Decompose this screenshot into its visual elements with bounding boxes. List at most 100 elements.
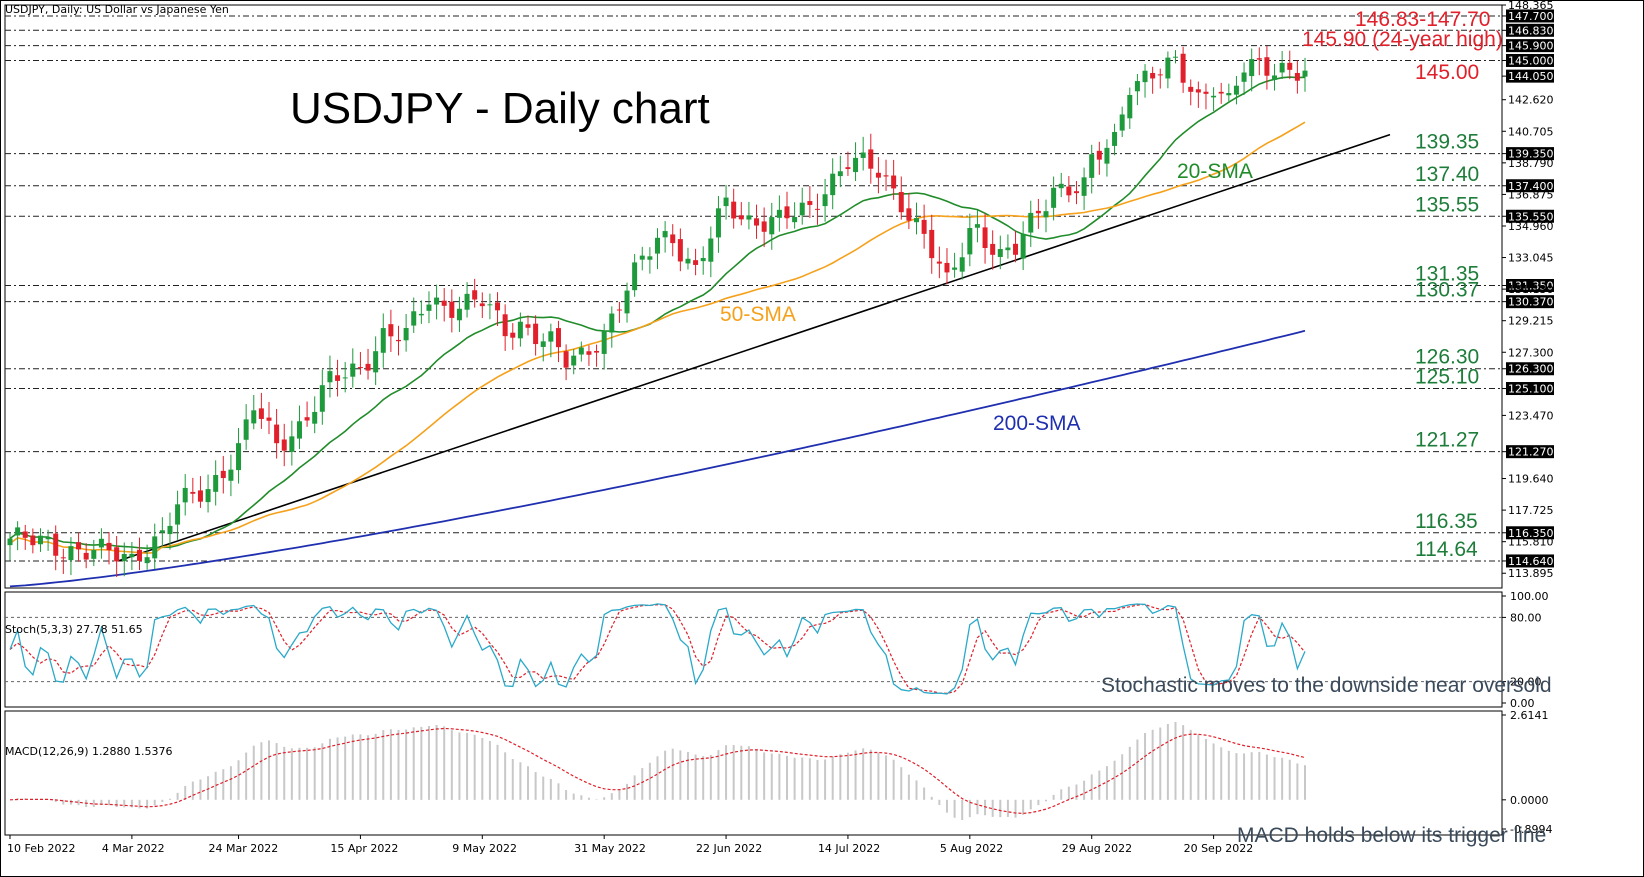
price-tick-label: 147.700 — [1508, 10, 1554, 23]
candle-body — [1287, 62, 1293, 70]
level-label: 145.90 (24-year high) — [1302, 28, 1503, 51]
candle-body — [1233, 85, 1239, 95]
candle-body — [327, 371, 333, 383]
candle-body — [1226, 93, 1232, 96]
candle-body — [914, 218, 919, 223]
candle-body — [7, 538, 13, 546]
candle-body — [228, 469, 234, 481]
price-tag — [1506, 209, 1554, 223]
candle-body — [1203, 91, 1209, 94]
candle-body — [1241, 72, 1247, 82]
candle-body — [510, 332, 516, 338]
candle-body — [487, 304, 493, 306]
date-tick-label: 31 May 2022 — [574, 842, 646, 855]
level-label: 125.10 — [1415, 366, 1479, 389]
candle-body — [1020, 233, 1026, 259]
candle-body — [1058, 183, 1064, 189]
candle-body — [586, 351, 592, 355]
date-tick-label: 10 Feb 2022 — [7, 842, 75, 855]
stochastic-pane — [4, 591, 1503, 708]
candle-body — [396, 339, 401, 342]
price-tag — [1506, 278, 1554, 292]
candle-body — [426, 304, 432, 311]
candle-body — [403, 327, 409, 341]
candle-body — [1256, 58, 1262, 60]
stoch-tick-label: 0.00 — [1510, 697, 1535, 710]
price-tag — [1506, 179, 1554, 193]
level-label: 130.37 — [1415, 279, 1479, 302]
price-tag — [1506, 53, 1554, 67]
candle-body — [670, 234, 676, 244]
candle-body — [1294, 72, 1300, 81]
candle-body — [1134, 81, 1140, 92]
price-tag — [1506, 69, 1554, 83]
level-label: 139.35 — [1415, 131, 1479, 154]
price-tick-label: 131.350 — [1508, 279, 1554, 292]
stochastic-title: Stoch(5,3,3) 27.78 51.65 — [5, 623, 143, 636]
price-tick-label: 116.350 — [1508, 527, 1554, 540]
price-tick-label: 138.790 — [1508, 157, 1554, 170]
candle-body — [1035, 210, 1041, 214]
macd-tick-label: 2.6141 — [1510, 709, 1549, 722]
candle-body — [723, 197, 729, 207]
candle-body — [776, 209, 782, 218]
candle-body — [98, 538, 104, 548]
price-tag — [1506, 362, 1554, 376]
price-tick-label: 117.725 — [1508, 504, 1554, 517]
candle-body — [68, 546, 74, 561]
candle-body — [997, 249, 1003, 257]
candle-body — [837, 171, 843, 177]
price-tick-label: 140.705 — [1508, 125, 1554, 138]
candle-body — [335, 375, 341, 381]
price-tick-label: 131.130 — [1508, 283, 1554, 296]
price-tag — [1506, 295, 1554, 309]
candle-body — [609, 313, 615, 333]
candle-body — [517, 321, 523, 339]
chart-title: USDJPY - Daily chart — [290, 84, 710, 133]
price-tag — [1506, 445, 1554, 459]
candle-body — [312, 411, 318, 424]
candle-body — [304, 417, 310, 421]
sma200-label: 200-SMA — [993, 412, 1081, 435]
macd-signal-line — [9, 727, 1306, 815]
candle-body — [571, 355, 577, 366]
candle-body — [578, 347, 584, 355]
candle-body — [1013, 243, 1019, 255]
candle-body — [441, 300, 447, 306]
candle-body — [418, 313, 424, 316]
candle-body — [159, 530, 165, 533]
candle-body — [814, 208, 820, 210]
candle-body — [700, 258, 706, 262]
price-tick-label: 130.370 — [1508, 296, 1554, 309]
candle-body — [639, 255, 645, 260]
candle-body — [30, 535, 36, 546]
candle-body — [929, 229, 935, 259]
candle-body — [1119, 114, 1125, 131]
candle-body — [258, 408, 264, 419]
candle-body — [822, 194, 828, 207]
candle-body — [106, 542, 112, 551]
candle-body — [898, 192, 904, 213]
price-tag — [1506, 554, 1554, 568]
candle-body — [1173, 56, 1178, 58]
candle-body — [845, 167, 851, 170]
candle-body — [1302, 70, 1308, 77]
date-tick-label: 5 Aug 2022 — [940, 842, 1003, 855]
date-tick-label: 14 Jul 2022 — [818, 842, 880, 855]
price-tick-label: 146.830 — [1508, 24, 1554, 37]
candle-body — [137, 549, 142, 561]
candle-body — [456, 308, 462, 321]
candle-body — [502, 314, 508, 337]
price-tick-label: 121.270 — [1508, 446, 1554, 459]
candle-body — [792, 217, 798, 223]
candle-body — [952, 267, 958, 270]
candle-body — [799, 202, 805, 216]
candle-body — [175, 504, 181, 525]
candle-body — [243, 419, 249, 440]
price-tick-label: 126.300 — [1508, 363, 1554, 376]
candle-body — [1005, 247, 1011, 251]
candle-body — [53, 533, 59, 556]
candle-body — [746, 215, 752, 220]
price-tick-label: 137.400 — [1508, 180, 1554, 193]
